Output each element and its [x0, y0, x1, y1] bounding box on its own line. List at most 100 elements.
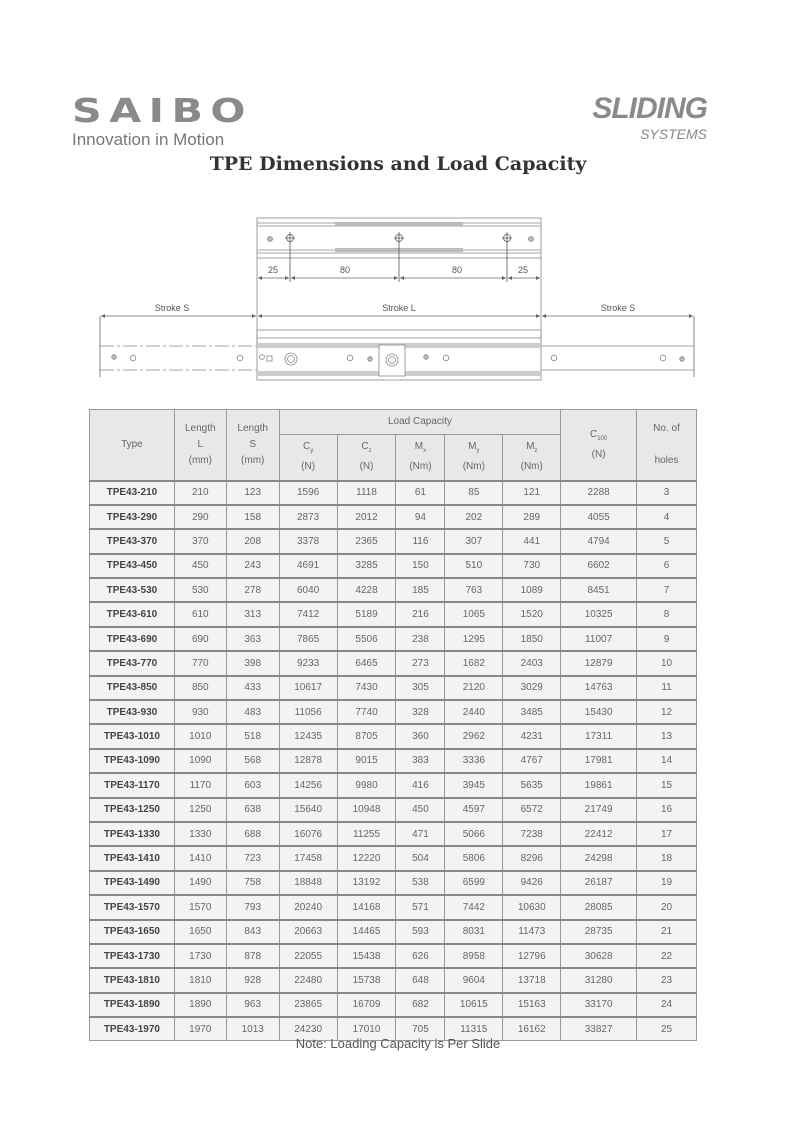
value-cell: 22480 [278, 967, 338, 994]
value-cell: 483 [225, 699, 280, 725]
dim-label: 25 [518, 265, 528, 275]
value-cell: 9604 [444, 967, 504, 994]
value-cell: 1490 [173, 870, 227, 896]
value-cell: 30628 [560, 943, 638, 969]
value-cell: 593 [395, 919, 446, 945]
value-cell: 10325 [560, 601, 638, 628]
value-cell: 13 [636, 723, 697, 750]
table-row: TPE43-1250 1250 638 15640 10948 450 4597 6572 21… [89, 797, 697, 823]
value-cell: 305 [395, 675, 446, 701]
table-row: TPE43-1890 1890 963 23865 16709 682 10615 15163… [89, 992, 697, 1018]
value-cell: 8958 [444, 943, 504, 969]
value-cell: 6040 [278, 577, 338, 603]
value-cell: 22 [636, 943, 697, 969]
value-cell: 1850 [502, 626, 562, 652]
value-cell: 360 [395, 723, 446, 750]
value-cell: 11255 [336, 821, 397, 847]
value-cell: 17311 [560, 723, 638, 750]
header-mx: Mx (Nm) [395, 434, 446, 481]
value-cell: 8451 [560, 577, 638, 603]
value-cell: 1250 [173, 797, 227, 823]
value-cell: 441 [502, 528, 562, 555]
value-cell: 7 [636, 577, 697, 603]
value-cell: 1410 [173, 845, 227, 872]
value-cell: 14763 [560, 675, 638, 701]
value-cell: 682 [395, 992, 446, 1018]
value-cell: 688 [225, 821, 280, 847]
value-cell: 1730 [173, 943, 227, 969]
value-cell: 5066 [444, 821, 504, 847]
value-cell: 7412 [278, 601, 338, 628]
value-cell: 1890 [173, 992, 227, 1018]
value-cell: 9426 [502, 870, 562, 896]
value-cell: 23865 [278, 992, 338, 1018]
header-c100: C100 (N) [560, 409, 638, 481]
table-row: TPE43-1570 1570 793 20240 14168 571 7442 10630 2… [89, 894, 697, 921]
value-cell: 24230 [278, 1016, 338, 1042]
value-cell: 11056 [278, 699, 338, 725]
value-cell: 14168 [336, 894, 397, 921]
value-cell: 450 [173, 553, 227, 579]
value-cell: 6602 [560, 553, 638, 579]
value-cell: 290 [173, 504, 227, 530]
type-cell: TPE43-450 [89, 553, 175, 579]
value-cell: 2012 [336, 504, 397, 530]
value-cell: 210 [173, 479, 227, 506]
value-cell: 9233 [278, 650, 338, 677]
value-cell: 12878 [278, 748, 338, 774]
type-cell: TPE43-1250 [89, 797, 175, 823]
table-row: TPE43-1170 1170 603 14256 9980 416 3945 5635 198… [89, 772, 697, 799]
value-cell: 638 [225, 797, 280, 823]
value-cell: 3945 [444, 772, 504, 799]
value-cell: 3485 [502, 699, 562, 725]
header-length-s: Length S (mm) [225, 409, 280, 481]
value-cell: 14256 [278, 772, 338, 799]
value-cell: 61 [395, 479, 446, 506]
value-cell: 15438 [336, 943, 397, 969]
table-row: TPE43-1970 1970 1013 24230 17010 705 11315 1616… [89, 1016, 697, 1042]
page-title: TPE Dimensions and Load Capacity [209, 153, 587, 175]
value-cell: 1295 [444, 626, 504, 652]
top-view: 25 80 80 25 [256, 217, 542, 345]
table-row: TPE43-1410 1410 723 17458 12220 504 5806 8296 24… [89, 845, 697, 872]
value-cell: 3 [636, 479, 697, 506]
value-cell: 13718 [502, 967, 562, 994]
value-cell: 20 [636, 894, 697, 921]
value-cell: 730 [502, 553, 562, 579]
sliding-systems-logo: SLIDING SYSTEMS [542, 92, 708, 143]
value-cell: 1330 [173, 821, 227, 847]
value-cell: 758 [225, 870, 280, 896]
value-cell: 7442 [444, 894, 504, 921]
value-cell: 1090 [173, 748, 227, 774]
value-cell: 31280 [560, 967, 638, 994]
value-cell: 450 [395, 797, 446, 823]
table-row: TPE43-1330 1330 688 16076 11255 471 5066 7238 22… [89, 821, 697, 847]
value-cell: 16162 [502, 1016, 562, 1042]
value-cell: 26187 [560, 870, 638, 896]
type-cell: TPE43-1970 [89, 1016, 175, 1042]
header-my: My (Nm) [444, 434, 504, 481]
value-cell: 610 [173, 601, 227, 628]
header-holes: No. of holes [636, 409, 697, 481]
value-cell: 273 [395, 650, 446, 677]
value-cell: 9 [636, 626, 697, 652]
value-cell: 7238 [502, 821, 562, 847]
value-cell: 2120 [444, 675, 504, 701]
value-cell: 363 [225, 626, 280, 652]
value-cell: 20240 [278, 894, 338, 921]
value-cell: 313 [225, 601, 280, 628]
value-cell: 12796 [502, 943, 562, 969]
value-cell: 963 [225, 992, 280, 1018]
value-cell: 2365 [336, 528, 397, 555]
value-cell: 416 [395, 772, 446, 799]
value-cell: 33170 [560, 992, 638, 1018]
value-cell: 85 [444, 479, 504, 506]
table-row: TPE43-610 610 313 7412 5189 216 1065 1520 10325 8 [89, 601, 697, 628]
value-cell: 383 [395, 748, 446, 774]
value-cell: 28735 [560, 919, 638, 945]
type-cell: TPE43-610 [89, 601, 175, 628]
value-cell: 6572 [502, 797, 562, 823]
value-cell: 10 [636, 650, 697, 677]
value-cell: 4 [636, 504, 697, 530]
value-cell: 1089 [502, 577, 562, 603]
